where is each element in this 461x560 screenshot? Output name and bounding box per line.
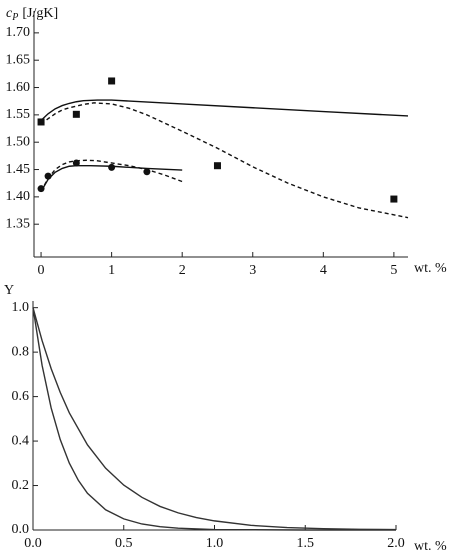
curve (40, 165, 183, 192)
curve (40, 159, 183, 192)
y-label-symbol: c (6, 6, 13, 21)
y-tick-label: 1.0 (12, 300, 30, 315)
x-axis-label: wt. % (414, 539, 447, 554)
x-tick-label: 4 (320, 263, 327, 278)
x-tick-label: 2.0 (387, 536, 405, 551)
square-marker (72, 110, 80, 118)
x-axis-label: wt. % (414, 261, 447, 276)
y-tick-label: 1.40 (6, 189, 31, 204)
y-tick-label: 0.0 (12, 522, 30, 537)
y-tick-label: 1.50 (6, 134, 31, 149)
y-tick-label: 1.70 (6, 25, 31, 40)
y-tick-label: 0.6 (12, 389, 30, 404)
y-tick-label: 0.4 (12, 433, 30, 448)
curve (40, 99, 409, 121)
circle-marker (37, 185, 45, 193)
y-tick-label: 1.35 (6, 216, 31, 231)
y-tick-label: 1.45 (6, 162, 31, 177)
square-marker (213, 162, 221, 170)
square-marker (390, 195, 398, 203)
x-tick-label: 1.5 (297, 536, 315, 551)
curve (32, 307, 397, 531)
x-tick-label: 0.5 (115, 536, 133, 551)
y-tick-label: 0.8 (12, 344, 30, 359)
circle-marker (108, 163, 116, 171)
y-label-subscript: P (11, 12, 18, 23)
y-axis-label: cP [J/gK] (6, 6, 58, 23)
x-tick-label: 1.0 (206, 536, 224, 551)
y-tick-label: 1.65 (6, 52, 31, 67)
square-marker (37, 118, 45, 126)
x-tick-label: 3 (249, 263, 256, 278)
y-tick-label: 0.2 (12, 478, 30, 493)
y-tick-label: 1.55 (6, 107, 31, 122)
x-tick-label: 2 (179, 263, 186, 278)
square-marker (108, 77, 116, 85)
curve (32, 307, 396, 531)
curve (40, 102, 409, 219)
x-tick-label: 0.0 (24, 536, 42, 551)
y-label-unit: [J/gK] (22, 6, 58, 21)
y-axis-label: Y (4, 283, 14, 298)
x-tick-label: 0 (38, 263, 45, 278)
y-tick-label: 1.60 (6, 80, 31, 95)
x-tick-label: 1 (108, 263, 115, 278)
x-tick-label: 5 (390, 263, 397, 278)
